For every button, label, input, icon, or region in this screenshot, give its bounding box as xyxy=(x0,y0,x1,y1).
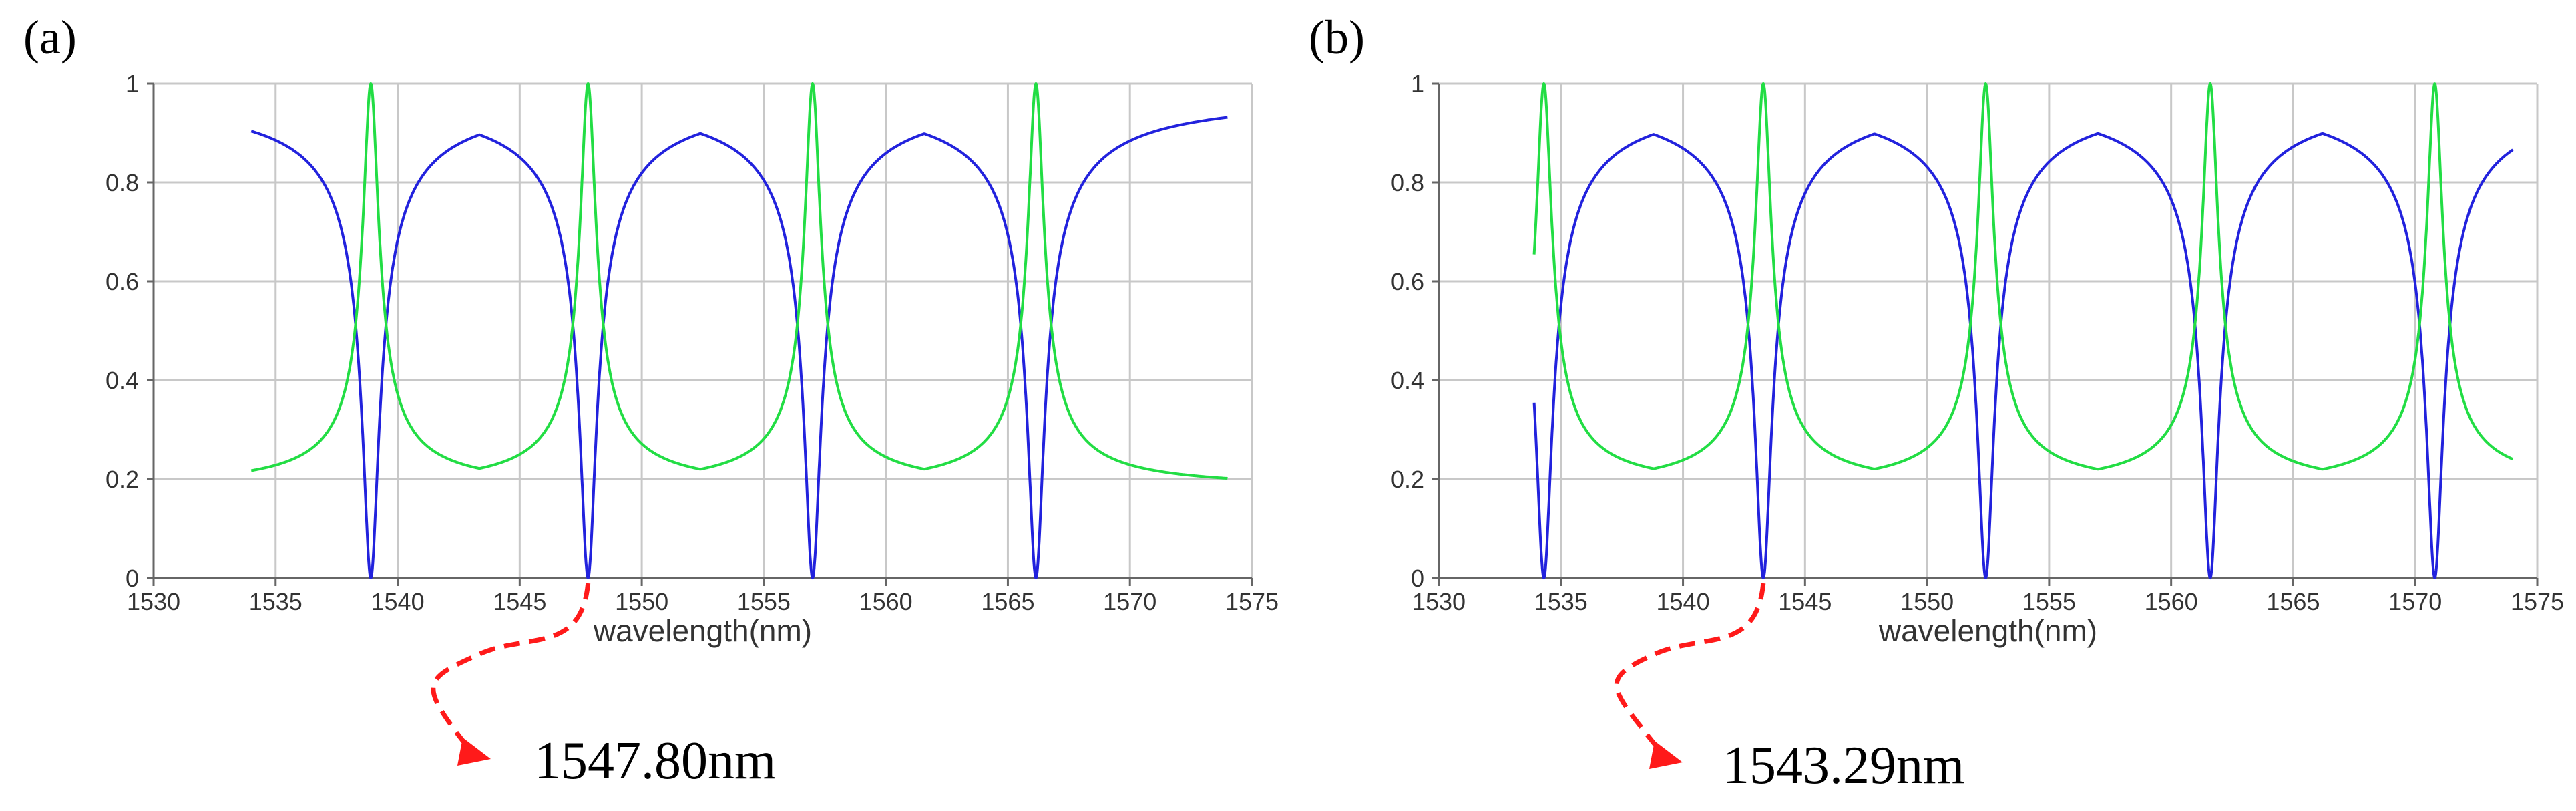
x-axis-label: wavelength(nm) xyxy=(593,613,812,648)
x-tick-label: 1540 xyxy=(371,588,425,615)
x-tick-label: 1555 xyxy=(737,588,791,615)
panel-label: (b) xyxy=(1309,11,1365,64)
y-tick-label: 1 xyxy=(126,70,139,98)
green-peak-series-line xyxy=(250,82,1229,480)
panel-label: (a) xyxy=(23,11,77,64)
x-tick-label: 1560 xyxy=(859,588,913,615)
x-tick-label: 1545 xyxy=(1778,588,1832,615)
y-tick-label: 0.2 xyxy=(105,466,139,493)
blue-dip-series-line xyxy=(1532,132,2514,579)
y-tick-label: 0.4 xyxy=(1391,367,1424,394)
y-tick-label: 0.4 xyxy=(105,367,139,394)
y-tick-label: 0.6 xyxy=(105,268,139,295)
callout-wavelength-label: 1547.80nm xyxy=(534,732,776,790)
x-tick-label: 1545 xyxy=(493,588,546,615)
y-tick-label: 0.8 xyxy=(105,169,139,196)
x-tick-label: 1530 xyxy=(1412,588,1466,615)
callout-arrowhead xyxy=(1649,741,1683,769)
x-tick-label: 1530 xyxy=(127,588,180,615)
x-tick-label: 1570 xyxy=(2388,588,2442,615)
y-tick-label: 0.2 xyxy=(1391,466,1424,493)
x-tick-label: 1575 xyxy=(2511,588,2564,615)
y-tick-label: 0.8 xyxy=(1391,169,1424,196)
green-peak-series-line xyxy=(1532,82,2514,471)
x-tick-label: 1560 xyxy=(2145,588,2198,615)
x-tick-label: 1555 xyxy=(2022,588,2076,615)
x-tick-label: 1535 xyxy=(249,588,302,615)
x-tick-label: 1565 xyxy=(2266,588,2320,615)
callout-wavelength-label: 1543.29nm xyxy=(1723,736,1964,795)
x-tick-label: 1540 xyxy=(1657,588,1710,615)
callout-dashed-arrow xyxy=(1614,583,1766,756)
blue-dip-series-line xyxy=(250,116,1229,579)
x-tick-label: 1550 xyxy=(615,588,668,615)
callout-dashed-arrow xyxy=(431,583,591,753)
x-tick-label: 1550 xyxy=(1900,588,1954,615)
chart-a: (a) 1530 1535 1540 1545 1550 1555 1560 1565 1570 1… xyxy=(23,11,1279,790)
x-tick-label: 1565 xyxy=(981,588,1034,615)
y-tick-label: 0 xyxy=(126,564,139,592)
callout-arrowhead xyxy=(457,738,491,766)
x-tick-label: 1575 xyxy=(1225,588,1279,615)
chart-b: (b) 1530 1535 1540 1545 1550 1555 1560 1565 1570 1… xyxy=(1309,11,2564,795)
y-tick-label: 0.6 xyxy=(1391,268,1424,295)
y-tick-label: 1 xyxy=(1411,70,1424,98)
x-tick-label: 1535 xyxy=(1534,588,1588,615)
y-tick-label: 0 xyxy=(1411,564,1424,592)
x-tick-label: 1570 xyxy=(1103,588,1156,615)
x-axis-label: wavelength(nm) xyxy=(1878,613,2097,648)
